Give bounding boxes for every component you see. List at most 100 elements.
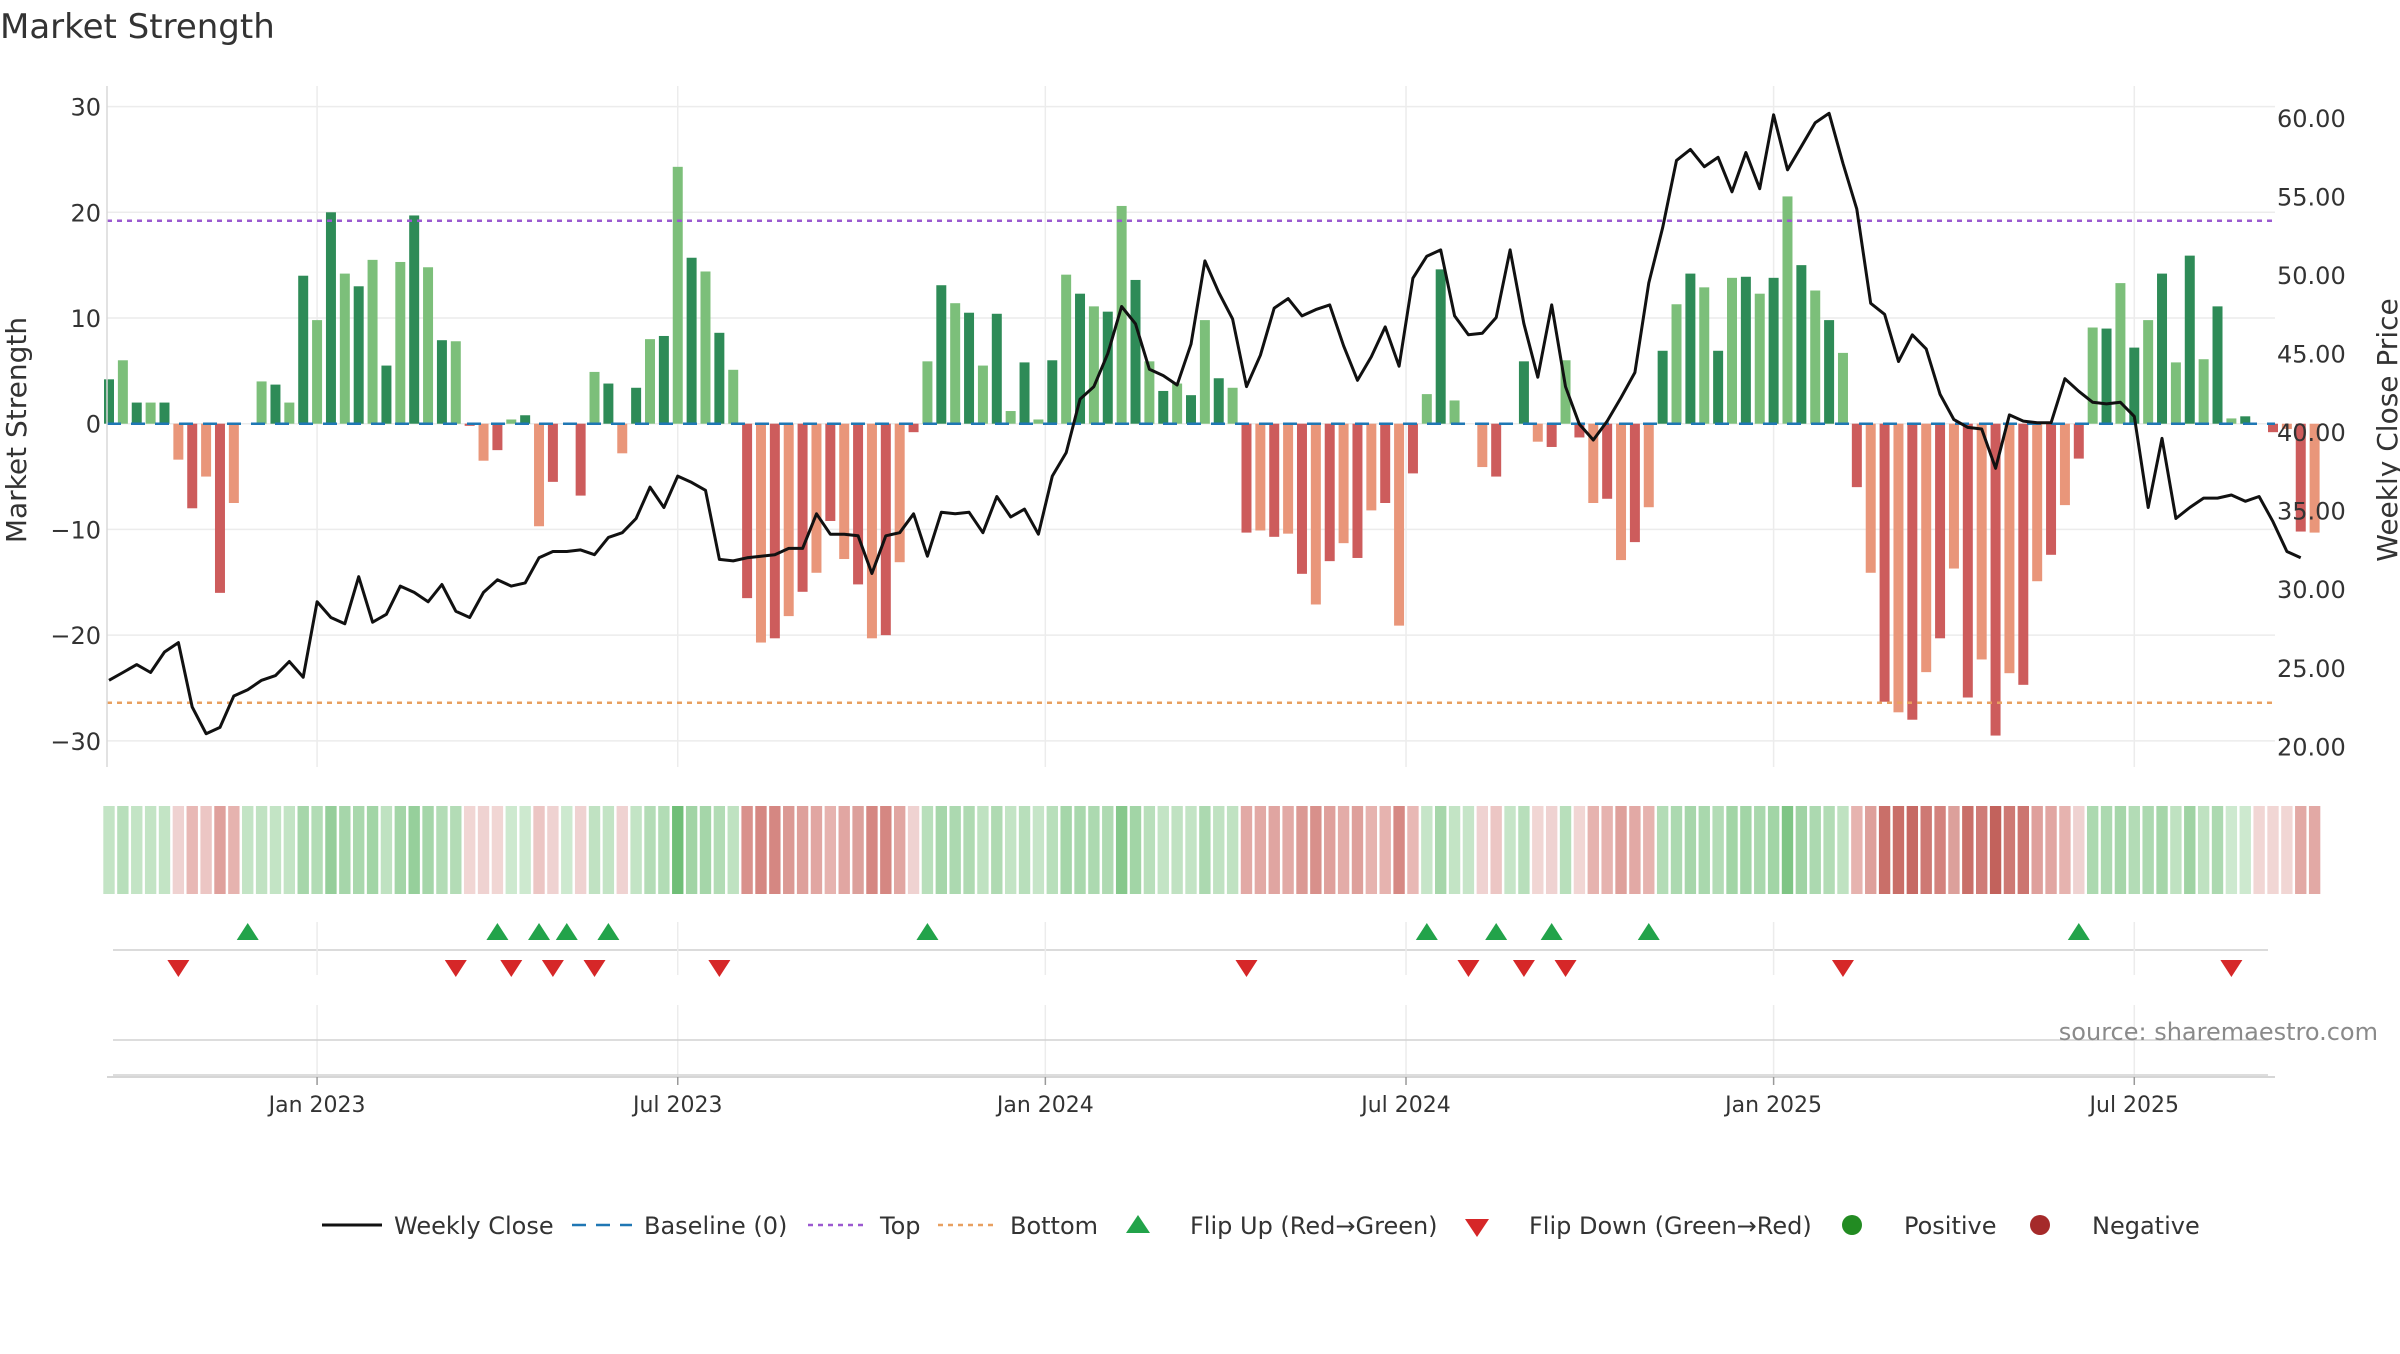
strength-bar xyxy=(1296,423,1307,574)
strength-bar xyxy=(1255,423,1266,531)
banner-cell xyxy=(463,806,476,894)
legend-label-close: Weekly Close xyxy=(394,1212,554,1240)
flip-up-marker xyxy=(1540,923,1563,940)
banner-cell xyxy=(588,806,601,894)
banner-cell xyxy=(1615,806,1627,894)
flip-down-marker xyxy=(583,960,606,977)
flip-down-marker xyxy=(1831,960,1854,977)
banner-cell xyxy=(214,806,226,894)
banner-cell xyxy=(1740,806,1752,894)
strength-bar xyxy=(395,261,406,424)
strength-bar xyxy=(922,361,933,424)
banner-cell xyxy=(561,806,573,894)
strength-bar xyxy=(1435,269,1446,424)
strength-bar xyxy=(908,423,919,433)
strength-bar xyxy=(1657,350,1668,424)
banner-cell xyxy=(2225,806,2238,894)
banner-cell xyxy=(1226,806,1239,894)
banner-cell xyxy=(1656,806,1669,894)
banner-cell xyxy=(1171,806,1183,894)
strength-bar xyxy=(1602,423,1613,499)
banner-cell xyxy=(1088,806,1100,894)
strength-bar xyxy=(1713,350,1724,424)
banner-cell xyxy=(1823,806,1835,894)
strength-bar xyxy=(769,423,780,639)
strength-bar xyxy=(1643,423,1654,508)
banner-cell xyxy=(436,806,448,894)
banner-cell xyxy=(380,806,393,894)
strength-bar xyxy=(1241,423,1252,533)
banner-cell xyxy=(144,806,157,894)
strength-bar xyxy=(1061,274,1072,424)
banner-cell xyxy=(2114,806,2127,894)
strength-bar xyxy=(104,379,114,424)
strength-bar xyxy=(1837,352,1848,424)
banner-cell xyxy=(1518,806,1530,894)
strength-bar xyxy=(825,423,836,521)
banner-cell xyxy=(1004,806,1017,894)
banner-cell xyxy=(2017,806,2029,894)
x-tick-label: Jul 2024 xyxy=(1359,1093,1451,1118)
flip-down-marker xyxy=(167,960,190,977)
banner-cell xyxy=(1102,806,1114,894)
legend-swatch-negative xyxy=(2030,1215,2050,1235)
banner-cell xyxy=(1712,806,1724,894)
banner-cell xyxy=(769,806,781,894)
banner-cell xyxy=(1018,806,1031,894)
banner-cell xyxy=(297,806,309,894)
banner-cell xyxy=(1878,806,1891,894)
strength-bar xyxy=(1962,423,1973,698)
banner-cell xyxy=(533,806,545,894)
banner-cell xyxy=(1129,806,1142,894)
strength-bars xyxy=(104,166,2320,736)
banner-cell xyxy=(1337,806,1350,894)
banner-cell xyxy=(2031,806,2043,894)
strength-bar xyxy=(117,360,128,424)
banner-cell xyxy=(977,806,989,894)
banner-cell xyxy=(408,806,420,894)
y2-tick-label: 25.00 xyxy=(2277,655,2346,683)
strength-bar xyxy=(1199,320,1210,424)
y2-axis-label: Weekly Close Price xyxy=(2371,298,2400,561)
banner-cell xyxy=(450,806,462,894)
banner-cell xyxy=(2239,806,2251,894)
strength-bar xyxy=(1948,423,1959,569)
strength-bar xyxy=(2018,423,2029,685)
strength-bar xyxy=(866,423,877,639)
y2-tick-label: 30.00 xyxy=(2277,576,2346,604)
flip-up-marker xyxy=(1485,923,1508,940)
strength-bar xyxy=(478,423,489,461)
banner-cell xyxy=(2003,806,2016,894)
x-tick-label: Jul 2025 xyxy=(2088,1093,2180,1118)
strength-bar xyxy=(131,402,142,424)
y2-tick-label: 55.00 xyxy=(2277,184,2346,212)
strength-bar xyxy=(1796,265,1807,424)
strength-bar xyxy=(2143,320,2154,424)
strength-bar xyxy=(436,340,447,424)
banner-cell xyxy=(963,806,975,894)
axes: −30 −20 −10 0 10 20 30 20.00 25.00 30.00 35.00 40.0… xyxy=(50,86,2346,767)
banner-cell xyxy=(103,806,115,894)
banner-cell xyxy=(658,806,670,894)
strength-bar xyxy=(1283,423,1294,534)
strength-bar xyxy=(672,166,683,424)
banner-cell xyxy=(1240,806,1253,894)
strength-bar xyxy=(1075,293,1086,424)
banner-cell xyxy=(117,806,129,894)
banner-cell xyxy=(602,806,615,894)
banner-cell xyxy=(1587,806,1599,894)
banner-cell xyxy=(158,806,171,894)
flip-up-marker xyxy=(916,923,939,940)
banner-cell xyxy=(1754,806,1766,894)
y-tick-label: −30 xyxy=(50,728,101,756)
banner-cell xyxy=(547,806,559,894)
strength-bar xyxy=(2157,273,2168,424)
banner-cell xyxy=(394,806,406,894)
strength-bar xyxy=(1227,387,1238,424)
strength-bar xyxy=(658,335,669,424)
banner-cell xyxy=(1199,806,1211,894)
banner-cell xyxy=(2128,806,2140,894)
banner-cell xyxy=(894,806,906,894)
banner-cell xyxy=(2045,806,2057,894)
